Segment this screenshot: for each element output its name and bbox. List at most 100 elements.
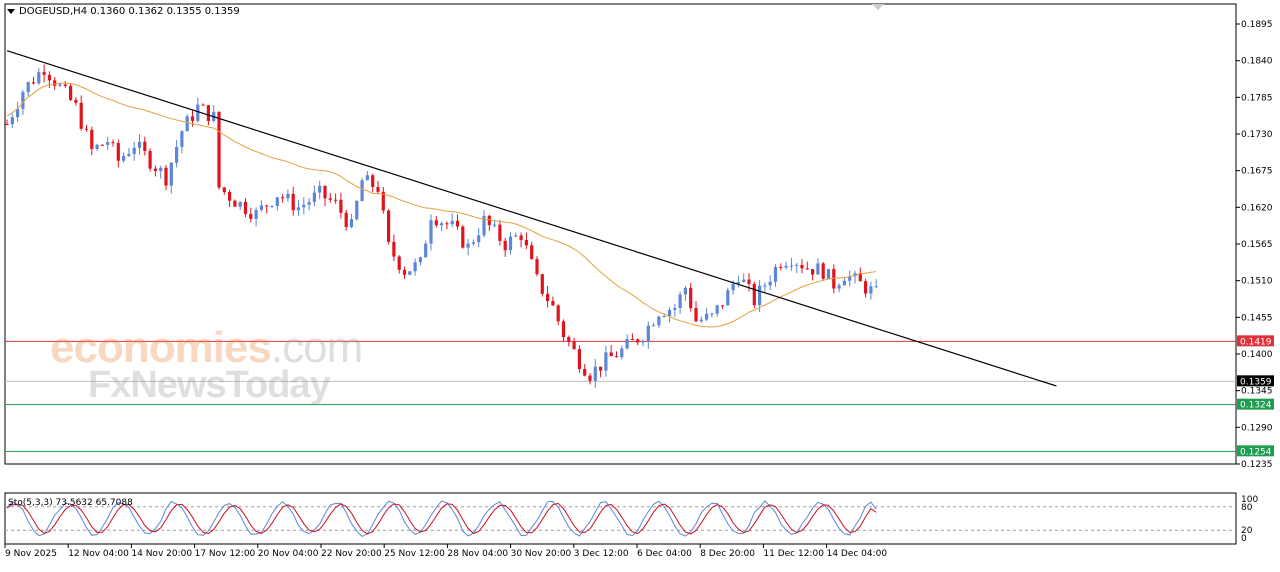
candle-body bbox=[593, 366, 597, 381]
candle-body bbox=[164, 167, 168, 186]
candle-body bbox=[111, 142, 115, 144]
shift-marker-icon bbox=[872, 4, 884, 10]
candle-body bbox=[848, 276, 852, 281]
chart-title-bar: DOGEUSD,H4 0.1360 0.1362 0.1355 0.1359 bbox=[7, 6, 240, 17]
candle-body bbox=[402, 269, 407, 275]
candle-body bbox=[530, 245, 534, 260]
candle-body bbox=[5, 124, 9, 125]
candle-body bbox=[699, 319, 703, 322]
candle-body bbox=[206, 105, 210, 121]
candle-body bbox=[360, 180, 364, 202]
candle-body bbox=[217, 111, 221, 188]
x-tick-label: 28 Nov 04:00 bbox=[447, 549, 508, 559]
level-tag-support bbox=[1237, 445, 1274, 457]
candle-body bbox=[122, 155, 126, 161]
candle-body bbox=[408, 271, 412, 275]
level-label-current: 0.1359 bbox=[1240, 377, 1272, 387]
candle-body bbox=[169, 162, 173, 186]
candle-body bbox=[334, 199, 338, 201]
candle-body bbox=[37, 72, 41, 84]
candle-body bbox=[720, 305, 725, 307]
candle-body bbox=[461, 226, 465, 248]
candle-body bbox=[328, 198, 332, 200]
candle-body bbox=[705, 313, 709, 320]
candle-body bbox=[376, 186, 380, 192]
candle-body bbox=[381, 191, 385, 211]
candle-body bbox=[546, 293, 550, 301]
candle-body bbox=[143, 141, 147, 151]
candle-body bbox=[519, 235, 523, 240]
y-tick-label: 0.1290 bbox=[1241, 423, 1273, 433]
candle-body bbox=[551, 300, 555, 306]
y-tick-label: 0.1895 bbox=[1241, 20, 1273, 30]
candle-body bbox=[508, 236, 513, 251]
candle-body bbox=[630, 339, 634, 341]
candle-body bbox=[31, 82, 36, 84]
candle-body bbox=[450, 220, 454, 225]
y-tick-label: 0.1455 bbox=[1241, 313, 1273, 323]
candle-body bbox=[397, 256, 401, 270]
candle-body bbox=[355, 201, 359, 220]
collapse-arrow-icon[interactable] bbox=[7, 8, 15, 14]
candle-body bbox=[270, 205, 274, 207]
candle-body bbox=[604, 352, 608, 371]
candle-body bbox=[175, 146, 179, 163]
candle-body bbox=[79, 102, 83, 129]
candle-body bbox=[773, 266, 778, 282]
y-tick-label: 0.1565 bbox=[1241, 240, 1273, 250]
level-tag-resistance bbox=[1237, 335, 1274, 347]
candle-body bbox=[201, 104, 205, 106]
candle-body bbox=[641, 341, 645, 343]
candle-body bbox=[636, 339, 640, 343]
candle-body bbox=[307, 202, 311, 205]
candle-body bbox=[318, 185, 322, 193]
candle-body bbox=[296, 207, 301, 211]
candle-body bbox=[667, 309, 672, 317]
candle-body bbox=[747, 279, 751, 285]
candle-body bbox=[429, 220, 433, 244]
candle-body bbox=[487, 215, 491, 226]
candle-body bbox=[424, 243, 428, 258]
candle-body bbox=[779, 266, 783, 268]
candle-body bbox=[869, 286, 873, 294]
candle-body bbox=[758, 285, 762, 306]
descending-trendline bbox=[6, 50, 1057, 387]
level-label-support: 0.1254 bbox=[1240, 447, 1272, 457]
x-tick-label: 3 Dec 12:00 bbox=[574, 549, 629, 559]
candle-body bbox=[58, 84, 62, 86]
osc-tick-label: 100 bbox=[1241, 495, 1258, 505]
candle-body bbox=[784, 265, 788, 268]
candle-body bbox=[498, 224, 502, 241]
y-tick-label: 0.1620 bbox=[1241, 203, 1273, 213]
candle-body bbox=[392, 241, 396, 257]
candle-body bbox=[100, 144, 104, 146]
candle-body bbox=[180, 131, 184, 147]
candle-body bbox=[736, 282, 740, 285]
candle-body bbox=[874, 286, 878, 288]
candle-body bbox=[148, 150, 152, 169]
candle-body bbox=[286, 193, 290, 199]
x-tick-label: 17 Nov 12:00 bbox=[195, 549, 256, 559]
candle-body bbox=[53, 80, 57, 86]
y-tick-label: 0.1785 bbox=[1241, 93, 1273, 103]
candle-body bbox=[95, 144, 99, 149]
candle-body bbox=[493, 224, 497, 226]
candle-body bbox=[805, 268, 809, 270]
level-tag-support bbox=[1237, 398, 1274, 410]
x-tick-label: 14 Dec 04:00 bbox=[827, 549, 888, 559]
candle-body bbox=[811, 269, 815, 275]
candle-body bbox=[514, 235, 518, 237]
candle-body bbox=[795, 264, 799, 266]
candle-body bbox=[842, 280, 846, 286]
candle-body bbox=[291, 193, 295, 211]
x-tick-label: 22 Nov 20:00 bbox=[321, 549, 382, 559]
candle-body bbox=[816, 263, 820, 275]
candle-body bbox=[63, 84, 67, 86]
candle-body bbox=[16, 108, 20, 118]
candle-body bbox=[800, 264, 804, 269]
candle-body bbox=[652, 325, 656, 327]
candle-body bbox=[365, 175, 369, 181]
x-tick-label: 14 Nov 20:00 bbox=[131, 549, 192, 559]
candle-body bbox=[710, 313, 714, 315]
